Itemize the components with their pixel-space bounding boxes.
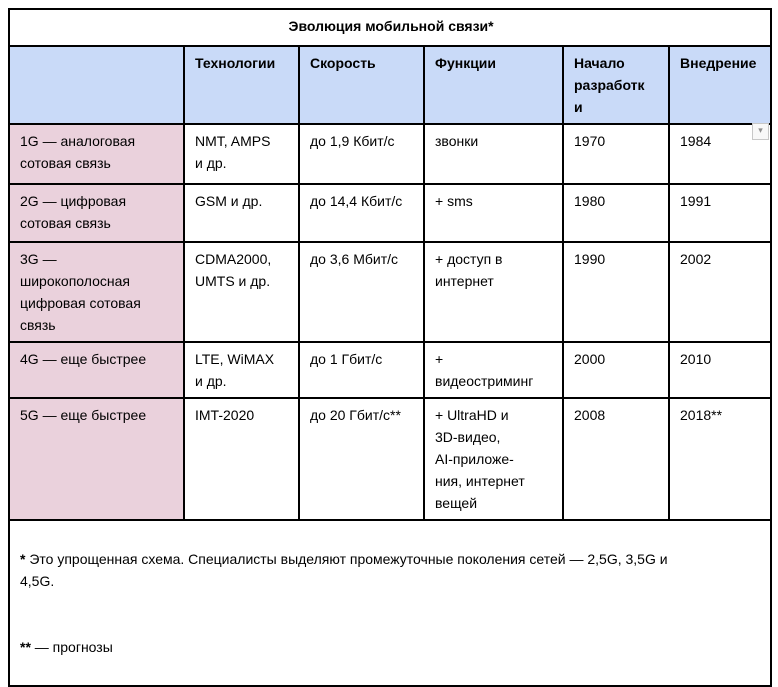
footnote-text: — прогнозы [30, 639, 113, 655]
cell-speed: до 3,6 Мбит/с [298, 241, 425, 343]
cell-dev-start: 1990 [562, 241, 670, 343]
cell-dev-start: 1970 [562, 123, 670, 185]
cell-tech: LTE, WiMAX и др. [183, 341, 300, 399]
cell-functions: + sms [423, 183, 564, 243]
footnote-scheme: * Это упрощенная схема. Специалисты выде… [20, 548, 762, 592]
cell-functions: + доступ в интернет [423, 241, 564, 343]
cell-dev-start: 1980 [562, 183, 670, 243]
cell-deployment: 1984 [667, 123, 773, 185]
cell-speed: до 1,9 Кбит/с [298, 123, 425, 185]
table-title: Эволюция мобильной связи* [7, 8, 773, 47]
table-row-3g: 3G — широкополосная цифровая сотовая свя… [8, 241, 773, 343]
cell-deployment: 2010 [667, 341, 773, 399]
footnote-forecast: ** — прогнозы [20, 636, 762, 658]
cell-functions: звонки [423, 123, 564, 185]
cell-functions: + UltraHD и 3D-видео, AI-приложе- ния, и… [423, 397, 564, 521]
cell-generation: 1G — аналоговая сотовая связь [8, 123, 185, 185]
cell-dev-start: 2000 [562, 341, 670, 399]
table-row-5g: 5G — еще быстрее IMT-2020 до 20 Гбит/с**… [8, 397, 773, 521]
cell-generation: 4G — еще быстрее [8, 341, 185, 399]
header-deployment: Внедрение [667, 45, 773, 125]
cell-functions: + видеостриминг [423, 341, 564, 399]
dropdown-arrow-icon: ▾ [758, 126, 763, 136]
footnote-marker: * [20, 551, 26, 567]
cell-deployment: 2002 [667, 241, 773, 343]
footnote-marker: ** [20, 639, 31, 655]
mobile-evolution-table: Эволюция мобильной связи* Технологии Ско… [7, 8, 773, 687]
table-row-1g: 1G — аналоговая сотовая связь NMT, AMPS … [8, 123, 773, 185]
cell-dev-start: 2008 [562, 397, 670, 521]
document-page: Эволюция мобильной связи* Технологии Ско… [7, 8, 773, 687]
cell-generation: 2G — цифровая сотовая связь [8, 183, 185, 243]
cell-generation: 5G — еще быстрее [8, 397, 185, 521]
cell-tech: GSM и др. [183, 183, 300, 243]
header-tech: Технологии [183, 45, 300, 125]
header-functions: Функции [423, 45, 564, 125]
header-speed: Скорость [298, 45, 425, 125]
cell-speed: до 1 Гбит/с [298, 341, 425, 399]
dropdown-arrow-button[interactable]: ▾ [752, 123, 769, 140]
header-generation [8, 45, 185, 125]
table-row-2g: 2G — цифровая сотовая связь GSM и др. до… [8, 183, 773, 243]
cell-tech: NMT, AMPS и др. [183, 123, 300, 185]
cell-deployment: 1991 [667, 183, 773, 243]
cell-tech: IMT-2020 [183, 397, 300, 521]
cell-deployment: 2018** [667, 397, 773, 521]
footnote-text: Это упрощенная схема. Специалисты выделя… [20, 551, 668, 589]
table-row-4g: 4G — еще быстрее LTE, WiMAX и др. до 1 Г… [8, 341, 773, 399]
header-dev-start: Начало разработки [562, 45, 670, 125]
cell-speed: до 14,4 Кбит/с [298, 183, 425, 243]
cell-generation: 3G — широкополосная цифровая сотовая свя… [8, 241, 185, 343]
cell-tech: CDMA2000, UMTS и др. [183, 241, 300, 343]
cell-speed: до 20 Гбит/с** [298, 397, 425, 521]
table-footnotes: * Это упрощенная схема. Специалисты выде… [7, 519, 773, 687]
